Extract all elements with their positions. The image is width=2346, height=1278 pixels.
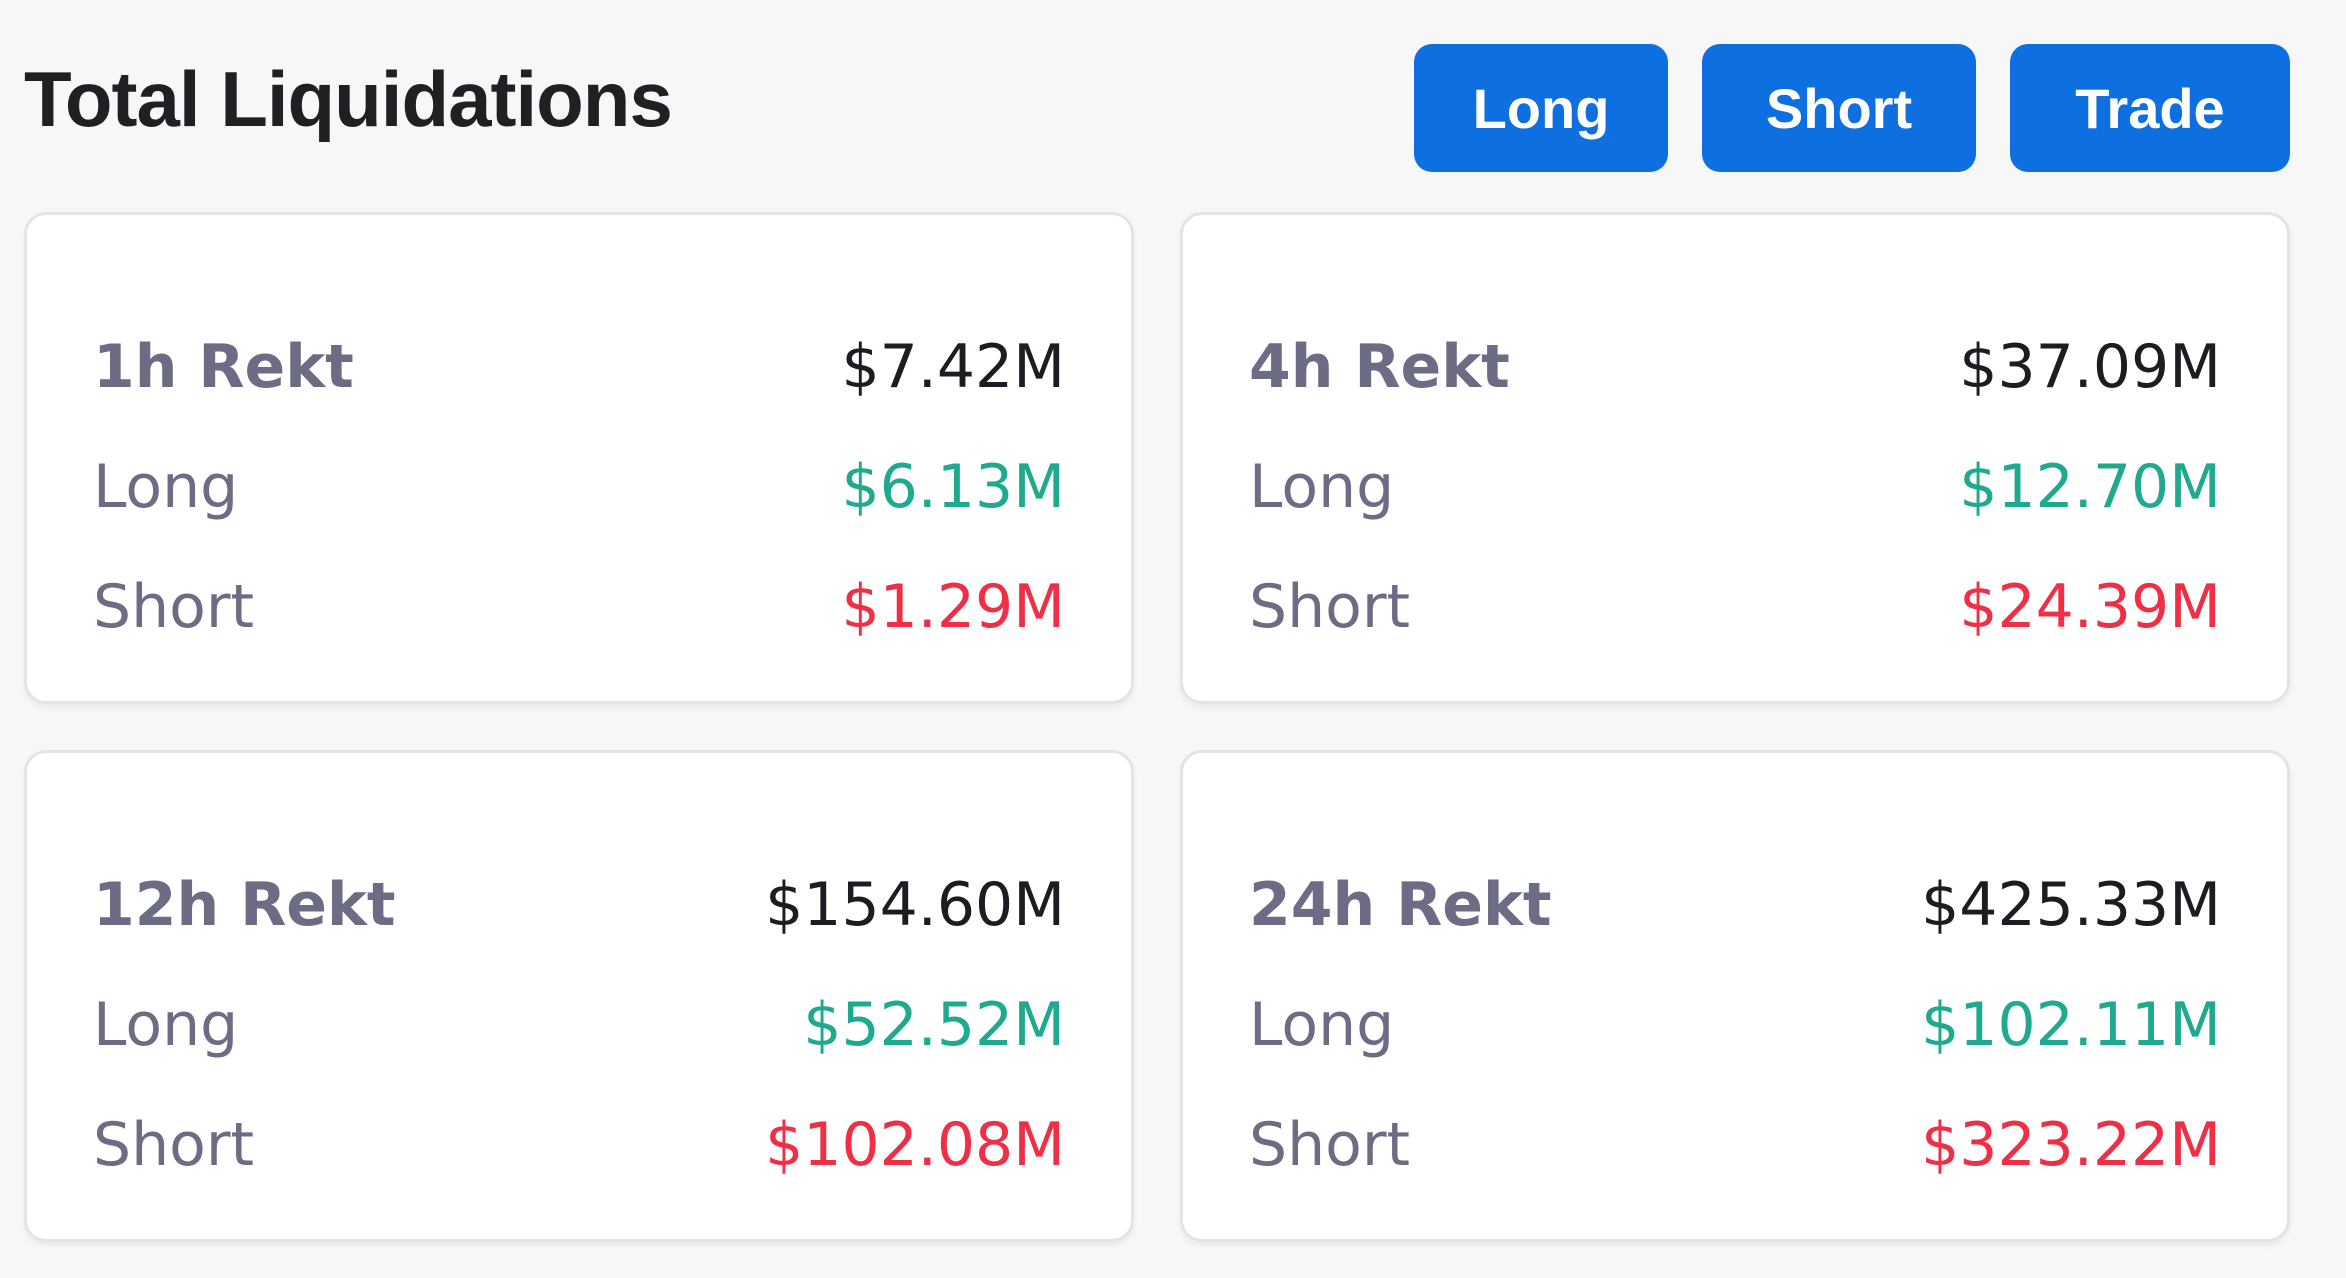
short-row: Short $1.29M	[93, 547, 1065, 667]
card-24h: 24h Rekt $425.33M Long $102.11M Short $3…	[1180, 750, 2290, 1242]
short-value: $102.08M	[765, 1110, 1065, 1180]
card-title: 4h Rekt	[1249, 332, 1510, 402]
total-value: $425.33M	[1921, 870, 2221, 940]
long-label: Long	[93, 990, 239, 1060]
long-row: Long $12.70M	[1249, 427, 2221, 547]
card-1h: 1h Rekt $7.42M Long $6.13M Short $1.29M	[24, 212, 1134, 704]
long-label: Long	[1249, 990, 1395, 1060]
page-title: Total Liquidations	[24, 55, 673, 143]
short-value: $24.39M	[1959, 572, 2221, 642]
card-header-row: 1h Rekt $7.42M	[93, 307, 1065, 427]
filter-button-group: Long Short Trade	[1414, 44, 2290, 172]
short-value: $1.29M	[841, 572, 1065, 642]
long-label: Long	[93, 452, 239, 522]
short-row: Short $102.08M	[93, 1085, 1065, 1205]
total-value: $154.60M	[765, 870, 1065, 940]
long-value: $102.11M	[1921, 990, 2221, 1060]
card-title: 24h Rekt	[1249, 870, 1552, 940]
long-value: $52.52M	[803, 990, 1065, 1060]
card-header-row: 12h Rekt $154.60M	[93, 845, 1065, 965]
trade-button[interactable]: Trade	[2010, 44, 2290, 172]
long-value: $6.13M	[841, 452, 1065, 522]
total-value: $37.09M	[1959, 332, 2221, 402]
total-value: $7.42M	[841, 332, 1065, 402]
long-row: Long $6.13M	[93, 427, 1065, 547]
short-row: Short $24.39M	[1249, 547, 2221, 667]
card-4h: 4h Rekt $37.09M Long $12.70M Short $24.3…	[1180, 212, 2290, 704]
short-button[interactable]: Short	[1702, 44, 1976, 172]
long-button[interactable]: Long	[1414, 44, 1668, 172]
card-title: 12h Rekt	[93, 870, 396, 940]
short-label: Short	[1249, 572, 1411, 642]
short-value: $323.22M	[1921, 1110, 2221, 1180]
short-label: Short	[93, 1110, 255, 1180]
short-row: Short $323.22M	[1249, 1085, 2221, 1205]
short-label: Short	[1249, 1110, 1411, 1180]
long-label: Long	[1249, 452, 1395, 522]
long-row: Long $102.11M	[1249, 965, 2221, 1085]
card-header-row: 24h Rekt $425.33M	[1249, 845, 2221, 965]
card-title: 1h Rekt	[93, 332, 354, 402]
long-row: Long $52.52M	[93, 965, 1065, 1085]
card-header-row: 4h Rekt $37.09M	[1249, 307, 2221, 427]
card-12h: 12h Rekt $154.60M Long $52.52M Short $10…	[24, 750, 1134, 1242]
liquidation-cards-grid: 1h Rekt $7.42M Long $6.13M Short $1.29M …	[24, 212, 2290, 1242]
short-label: Short	[93, 572, 255, 642]
header: Total Liquidations Long Short Trade	[24, 40, 2290, 172]
long-value: $12.70M	[1959, 452, 2221, 522]
